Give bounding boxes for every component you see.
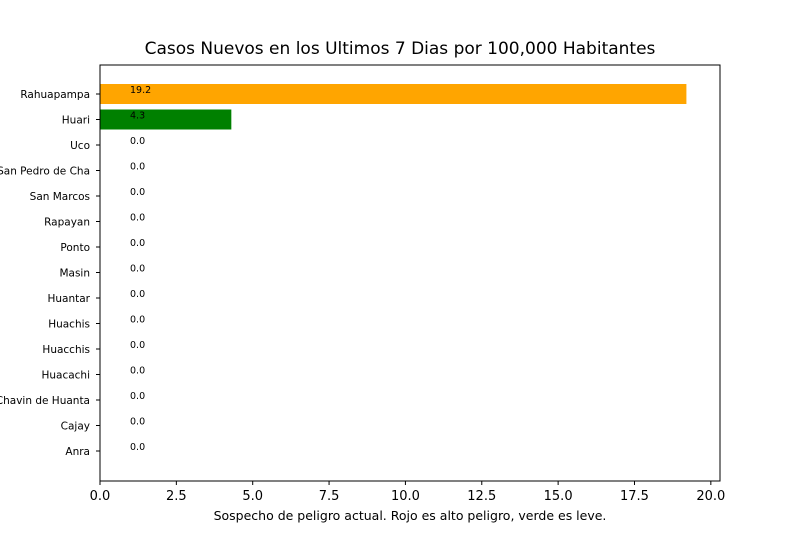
y-tick-label: Huari (62, 115, 90, 127)
x-tick-label: 2.5 (166, 489, 187, 504)
x-tick-label: 17.5 (620, 489, 649, 504)
data-label: 0.0 (130, 238, 145, 249)
y-tick-label: Huacchis (42, 344, 90, 356)
bar (100, 109, 232, 130)
bars-group (100, 84, 687, 130)
y-tick-label: San Pedro de Cha (0, 166, 90, 178)
x-tick-label: 20.0 (696, 489, 725, 504)
y-tick-label: Rapayan (44, 217, 90, 229)
data-label: 0.0 (130, 162, 145, 173)
x-axis: 0.0 2.5 5.0 7.5 10.0 12.5 15.0 17.5 20.0 (90, 481, 725, 504)
y-tick-label: Masin (59, 268, 90, 280)
data-label: 0.0 (130, 442, 145, 453)
x-tick-label: 15.0 (544, 489, 573, 504)
y-tick-label: Cajay (61, 421, 90, 433)
y-axis: Rahuapampa Huari Uco San Pedro de Cha San Ma… (0, 89, 100, 458)
y-tick-label: Uco (70, 140, 90, 152)
y-tick-label: Huachis (48, 319, 90, 331)
x-tick-label: 7.5 (319, 489, 340, 504)
data-labels-group: 19.2 4.3 0.0 0.0 0.0 0.0 0.0 0.0 0.0 0.0 0.0 0.0 0.0… (130, 85, 151, 453)
data-label: 0.0 (130, 264, 145, 275)
data-label: 0.0 (130, 289, 145, 300)
chart-title: Casos Nuevos en los Ultimos 7 Dias por 1… (145, 39, 656, 59)
y-tick-label: Huantar (47, 293, 90, 305)
y-tick-label: Anra (65, 446, 90, 458)
y-tick-label: San Marcos (30, 191, 90, 203)
data-label: 0.0 (130, 213, 145, 224)
data-label: 0.0 (130, 391, 145, 402)
data-label: 0.0 (130, 417, 145, 428)
data-label: 0.0 (130, 136, 145, 147)
y-tick-label: Rahuapampa (20, 89, 90, 101)
data-label: 0.0 (130, 366, 145, 377)
y-tick-label: Ponto (60, 242, 90, 254)
y-tick-label: Huacachi (41, 370, 90, 382)
data-label: 0.0 (130, 315, 145, 326)
data-label: 19.2 (130, 85, 151, 96)
y-tick-label: Chavin de Huanta (0, 395, 90, 407)
bar (100, 84, 687, 104)
data-label: 0.0 (130, 187, 145, 198)
x-tick-label: 10.0 (391, 489, 420, 504)
data-label: 4.3 (130, 111, 145, 122)
data-label: 0.0 (130, 340, 145, 351)
x-tick-label: 0.0 (90, 489, 111, 504)
x-axis-label: Sospecho de peligro actual. Rojo es alto… (214, 508, 607, 523)
x-tick-label: 12.5 (467, 489, 496, 504)
x-tick-label: 5.0 (242, 489, 263, 504)
